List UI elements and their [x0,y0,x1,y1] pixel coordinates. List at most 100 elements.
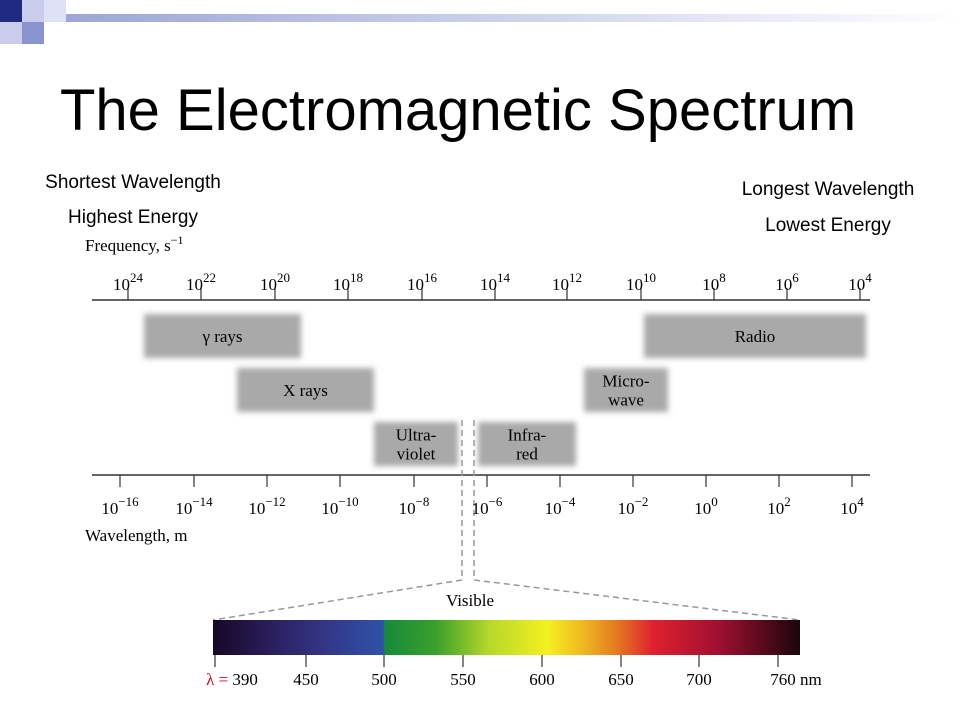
tick-base: 10 [775,275,792,294]
lambda: λ = [206,670,228,689]
tick-base: 10 [248,499,265,518]
tick-base: 10 [694,499,711,518]
tick-label: 108 [702,270,726,294]
tick-label: 10−2 [618,494,649,518]
tick-label: 500 [371,670,397,689]
tick-exponent: −4 [562,494,576,509]
axis-label: Frequency, s−1 [85,233,184,255]
tick-label: 650 [608,670,634,689]
band-label: Radio [735,327,776,346]
tick-base: 10 [848,275,865,294]
tick-base: 10 [321,499,338,518]
tick-label: 102 [767,494,791,518]
tick-label: 1018 [333,270,363,294]
tick-label: 450 [293,670,319,689]
tick-label: 1014 [480,270,511,294]
axis-label: Wavelength, m [85,526,188,545]
tick-label: 10−4 [545,494,576,518]
title: The Electromagnetic Spectrum [60,78,856,143]
tick-value: 600 [529,670,555,689]
tick-exponent: −12 [265,494,285,509]
tick-label: 550 [450,670,476,689]
band-label: wave [608,391,644,410]
visible-guides [212,420,801,621]
tick-exponent: −6 [489,494,503,509]
tick-label: 100 [694,494,718,518]
tick-value: 450 [293,670,319,689]
tick-exponent: −2 [635,494,649,509]
tick-label: 10−12 [248,494,285,518]
tick-exponent: 18 [350,270,363,285]
band-label: Micro- [602,372,650,391]
tick-base: 10 [399,499,416,518]
unit: nm [800,670,822,689]
band-label: Infra- [508,426,547,445]
tick-exponent: −16 [118,494,139,509]
tick-exponent: 10 [643,270,656,285]
band-label: X rays [283,381,328,400]
band-label: Ultra- [396,426,437,445]
tick-base: 10 [333,275,350,294]
tick-exponent: 14 [497,270,511,285]
tick-exponent: 0 [711,494,718,509]
tick-base: 10 [545,499,562,518]
tick-label: 104 [840,494,864,518]
tick-value: 760 [770,670,796,689]
tick-exponent: 12 [569,270,582,285]
tick-exponent: 4 [865,270,872,285]
note: Shortest Wavelength [45,172,221,193]
tick-label: 700 [686,670,712,689]
tick-label: 104 [848,270,872,294]
band [237,368,374,412]
tick-base: 10 [552,275,569,294]
band [584,368,668,412]
tick-label: 1020 [260,270,290,294]
axis-label-sup: −1 [171,233,184,247]
tick-value: 650 [608,670,634,689]
tick-base: 10 [113,275,130,294]
band [644,314,866,358]
tick-exponent: 4 [857,494,864,509]
tick-exponent: 8 [719,270,726,285]
tick-exponent: 6 [792,270,799,285]
tick-label: 1016 [407,270,438,294]
decoration [0,0,960,44]
band-label: red [516,445,538,464]
visible-spectrum [213,620,800,655]
tick-label: 760 nm [770,670,821,689]
band-label: violet [397,445,436,464]
tick-label: 1024 [113,270,144,294]
tick-base: 10 [840,499,857,518]
tick-base: 10 [626,275,643,294]
note: Highest Energy [68,207,198,228]
tick-base: 10 [702,275,719,294]
tick-base: 10 [260,275,277,294]
tick-exponent: −10 [338,494,358,509]
tick-exponent: −8 [416,494,430,509]
band [478,422,576,466]
tick-label: 10−6 [472,494,503,518]
tick-label: λ = 390 [206,670,258,689]
tick-label: 1010 [626,270,656,294]
band [144,314,301,358]
tick-label: 600 [529,670,555,689]
tick-base: 10 [472,499,489,518]
band [374,422,458,466]
tick-label: 1012 [552,270,582,294]
visible-label: Visible [446,591,494,610]
tick-exponent: 20 [277,270,290,285]
note: Lowest Energy [765,215,891,236]
band-label: γ rays [201,327,242,346]
tick-label: 106 [775,270,799,294]
tick-base: 10 [767,499,784,518]
tick-label: 10−10 [321,494,358,518]
tick-base: 10 [101,499,118,518]
tick-value: 390 [232,670,258,689]
tick-exponent: 2 [784,494,791,509]
tick-label: 1022 [186,270,216,294]
note: Longest Wavelength [742,179,915,200]
tick-value: 550 [450,670,476,689]
tick-base: 10 [175,499,192,518]
